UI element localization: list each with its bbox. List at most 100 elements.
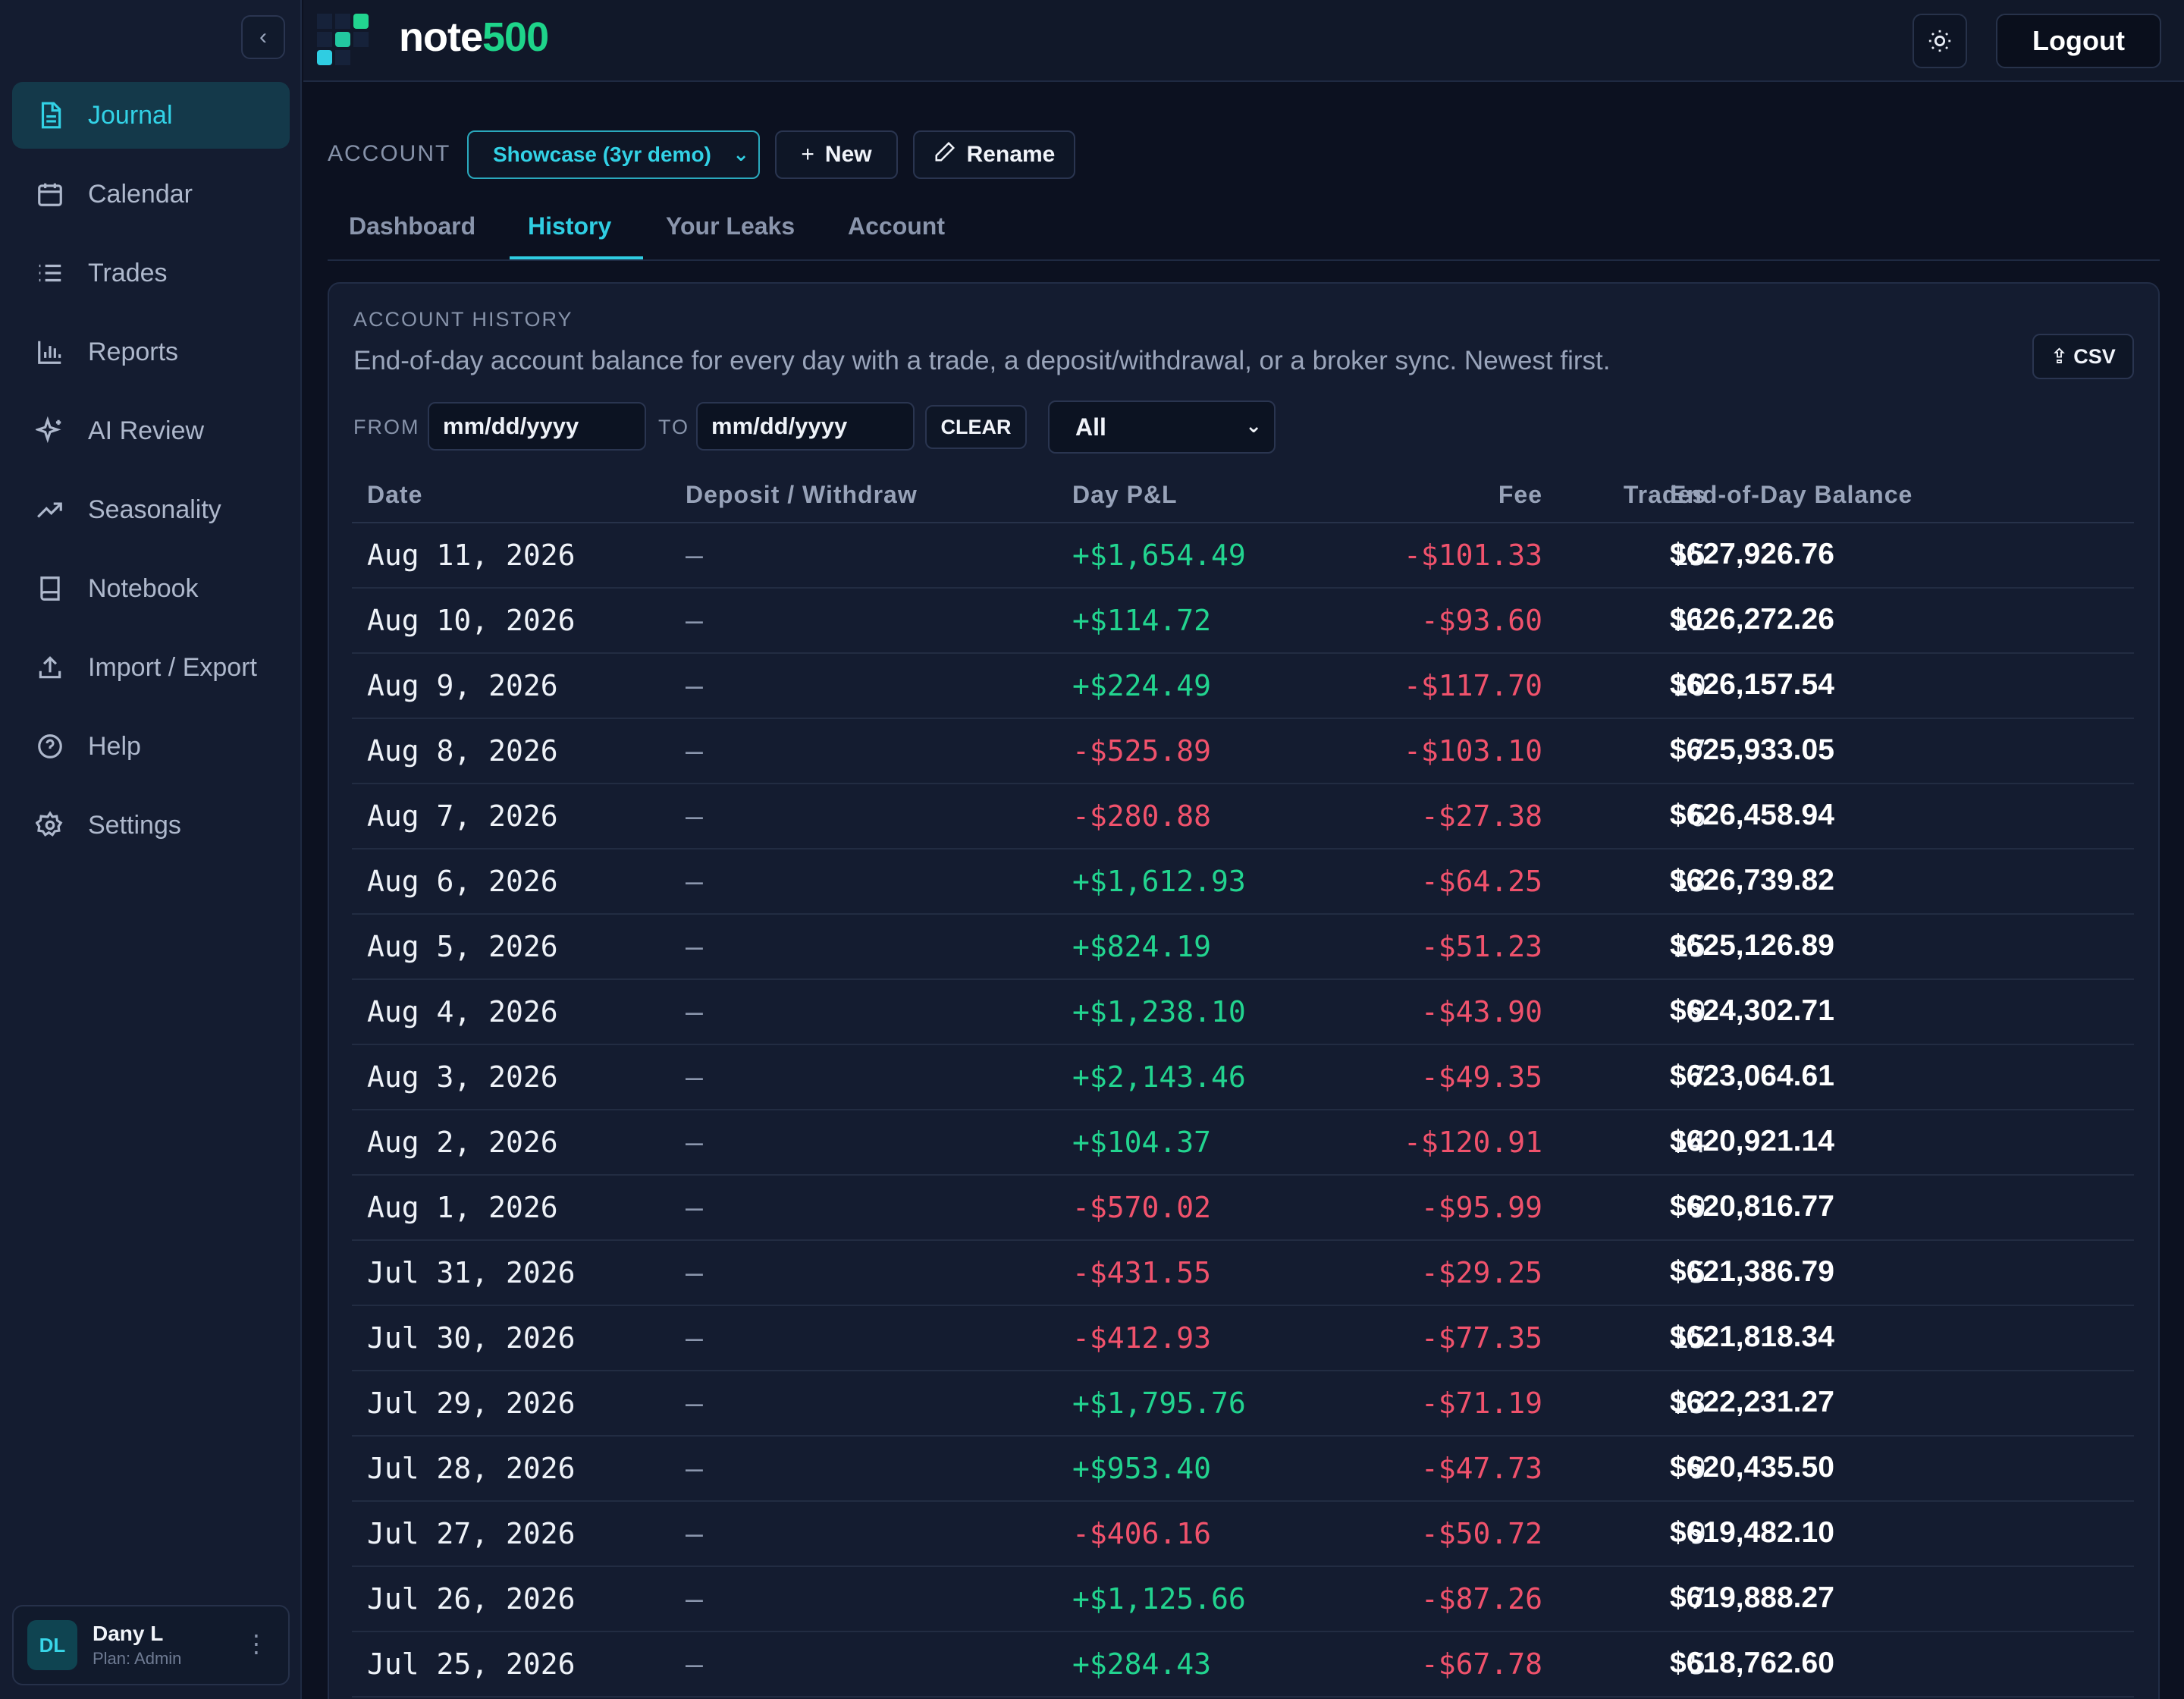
table-row: Aug 4, 2026 — +$1,238.10 -$43.90 9 $624,302.7…	[352, 980, 2134, 1045]
header-deposit-withdraw[interactable]: Deposit / Withdraw	[686, 481, 918, 508]
table-header: Date Deposit / Withdraw Day P&L Fee Trad…	[352, 473, 2134, 523]
sidebar-item-notebook[interactable]: Notebook	[12, 555, 290, 622]
to-date-input[interactable]: mm/dd/yyyy	[696, 402, 915, 451]
header-fee[interactable]: Fee	[1498, 481, 1542, 508]
rename-account-label: Rename	[966, 142, 1056, 167]
table-row: Aug 11, 2026 — +$1,654.49 -$101.33 15 $627,92…	[352, 523, 2134, 589]
cell-balance: $627,926.76	[1670, 538, 1834, 570]
logo-icon	[317, 14, 369, 65]
header-day-pnl[interactable]: Day P&L	[1072, 481, 1178, 508]
history-table: Date Deposit / Withdraw Day P&L Fee Trad…	[352, 473, 2134, 1697]
cell-trades: 5	[1689, 1647, 1706, 1681]
list-icon	[35, 258, 65, 288]
cell-balance: $626,272.26	[1670, 603, 1834, 636]
user-plan: Plan: Admin	[93, 1649, 182, 1668]
cell-deposit-withdraw: —	[686, 1387, 703, 1420]
cell-deposit-withdraw: —	[686, 734, 703, 768]
help-circle-icon	[35, 731, 65, 762]
cell-trades: 10	[1671, 669, 1706, 702]
cell-balance: $618,762.60	[1670, 1647, 1834, 1679]
cell-date: Aug 1, 2026	[367, 1191, 558, 1224]
sun-icon	[1928, 30, 1951, 52]
cell-date: Aug 11, 2026	[367, 539, 576, 572]
rename-account-button[interactable]: Rename	[913, 130, 1075, 179]
logout-button[interactable]: Logout	[1996, 14, 2161, 68]
cell-day-pnl: -$406.16	[1072, 1517, 1212, 1550]
sidebar-nav: Journal Calendar Trades Reports AI Revie…	[12, 82, 290, 871]
cell-trades: 13	[1671, 865, 1706, 898]
cell-trades: 7	[1689, 1060, 1706, 1094]
cell-deposit-withdraw: —	[686, 1582, 703, 1616]
cell-fee: -$101.33	[1403, 539, 1542, 572]
more-options-icon[interactable]: ⋮	[244, 1630, 268, 1657]
cell-date: Aug 7, 2026	[367, 799, 558, 833]
table-row: Jul 31, 2026 — -$431.55 -$29.25 5 $621,386.79	[352, 1241, 2134, 1306]
table-row: Aug 6, 2026 — +$1,612.93 -$64.25 13 $626,739.…	[352, 850, 2134, 915]
sidebar-item-label: Trades	[88, 258, 168, 287]
sidebar-item-seasonality[interactable]: Seasonality	[12, 476, 290, 543]
sidebar-item-settings[interactable]: Settings	[12, 792, 290, 859]
cell-date: Jul 27, 2026	[367, 1517, 576, 1550]
clear-button[interactable]: CLEAR	[925, 405, 1027, 449]
cell-fee: -$95.99	[1420, 1191, 1542, 1224]
cell-deposit-withdraw: —	[686, 799, 703, 833]
export-csv-button[interactable]: ⇪ CSV	[2032, 334, 2134, 379]
cell-deposit-withdraw: —	[686, 1191, 703, 1224]
sidebar-item-ai-review[interactable]: AI Review	[12, 397, 290, 464]
cell-fee: -$87.26	[1420, 1582, 1542, 1616]
new-account-button[interactable]: + New	[775, 130, 898, 179]
account-select[interactable]: Showcase (3yr demo) ⌄	[467, 130, 760, 179]
sidebar-item-trades[interactable]: Trades	[12, 240, 290, 306]
cell-date: Jul 26, 2026	[367, 1582, 576, 1616]
sidebar-item-reports[interactable]: Reports	[12, 319, 290, 385]
cell-trades: 9	[1689, 995, 1706, 1029]
gear-icon	[35, 810, 65, 840]
cell-day-pnl: +$1,612.93	[1072, 865, 1246, 898]
cell-trades: 9	[1689, 1452, 1706, 1485]
sidebar-item-import-export[interactable]: Import / Export	[12, 634, 290, 701]
user-card[interactable]: DL Dany L Plan: Admin ⋮	[12, 1605, 290, 1685]
chevron-down-icon: ⌄	[1245, 414, 1262, 437]
cell-date: Jul 29, 2026	[367, 1387, 576, 1420]
tab-dashboard[interactable]: Dashboard	[349, 212, 476, 240]
sidebar-item-help[interactable]: Help	[12, 713, 290, 780]
cell-fee: -$50.72	[1420, 1517, 1542, 1550]
table-row: Aug 1, 2026 — -$570.02 -$95.99 9 $620,816.77	[352, 1176, 2134, 1241]
cell-deposit-withdraw: —	[686, 995, 703, 1029]
cell-balance: $624,302.71	[1670, 994, 1834, 1027]
tab-your-leaks[interactable]: Your Leaks	[666, 212, 795, 240]
cell-fee: -$120.91	[1403, 1126, 1542, 1159]
bar-chart-icon	[35, 337, 65, 367]
type-filter-select[interactable]: All ⌄	[1048, 400, 1276, 454]
sidebar-item-journal[interactable]: Journal	[12, 82, 290, 149]
cell-balance: $619,482.10	[1670, 1516, 1834, 1549]
collapse-sidebar-button[interactable]: ‹	[241, 15, 285, 59]
table-row: Aug 8, 2026 — -$525.89 -$103.10 7 $625,933.05	[352, 719, 2134, 784]
sidebar: ‹ Journal Calendar Trades Reports	[0, 0, 302, 1699]
cell-balance: $626,157.54	[1670, 668, 1834, 701]
cell-balance: $626,739.82	[1670, 864, 1834, 897]
header-date[interactable]: Date	[367, 481, 423, 508]
cell-deposit-withdraw: —	[686, 1060, 703, 1094]
chevron-left-icon: ‹	[259, 24, 267, 49]
cell-day-pnl: +$224.49	[1072, 669, 1212, 702]
cell-balance: $622,231.27	[1670, 1386, 1834, 1418]
tab-account[interactable]: Account	[848, 212, 945, 240]
table-row: Aug 9, 2026 — +$224.49 -$117.70 10 $626,157.5…	[352, 654, 2134, 719]
tab-history[interactable]: History	[528, 212, 612, 240]
cell-balance: $620,435.50	[1670, 1451, 1834, 1484]
cell-balance: $619,888.27	[1670, 1581, 1834, 1614]
theme-toggle-button[interactable]	[1913, 14, 1967, 68]
from-date-input[interactable]: mm/dd/yyyy	[428, 402, 646, 451]
cell-day-pnl: +$1,795.76	[1072, 1387, 1246, 1420]
header-trades[interactable]: Trades	[1623, 481, 1706, 508]
panel-description: End-of-day account balance for every day…	[353, 346, 1611, 375]
cell-fee: -$27.38	[1420, 799, 1542, 833]
document-icon	[35, 100, 65, 130]
chevron-down-icon: ⌄	[733, 143, 749, 165]
cell-date: Aug 6, 2026	[367, 865, 558, 898]
header-balance[interactable]: End-of-Day Balance	[1670, 481, 1913, 508]
cell-day-pnl: -$431.55	[1072, 1256, 1212, 1289]
cell-date: Aug 3, 2026	[367, 1060, 558, 1094]
sidebar-item-calendar[interactable]: Calendar	[12, 161, 290, 228]
